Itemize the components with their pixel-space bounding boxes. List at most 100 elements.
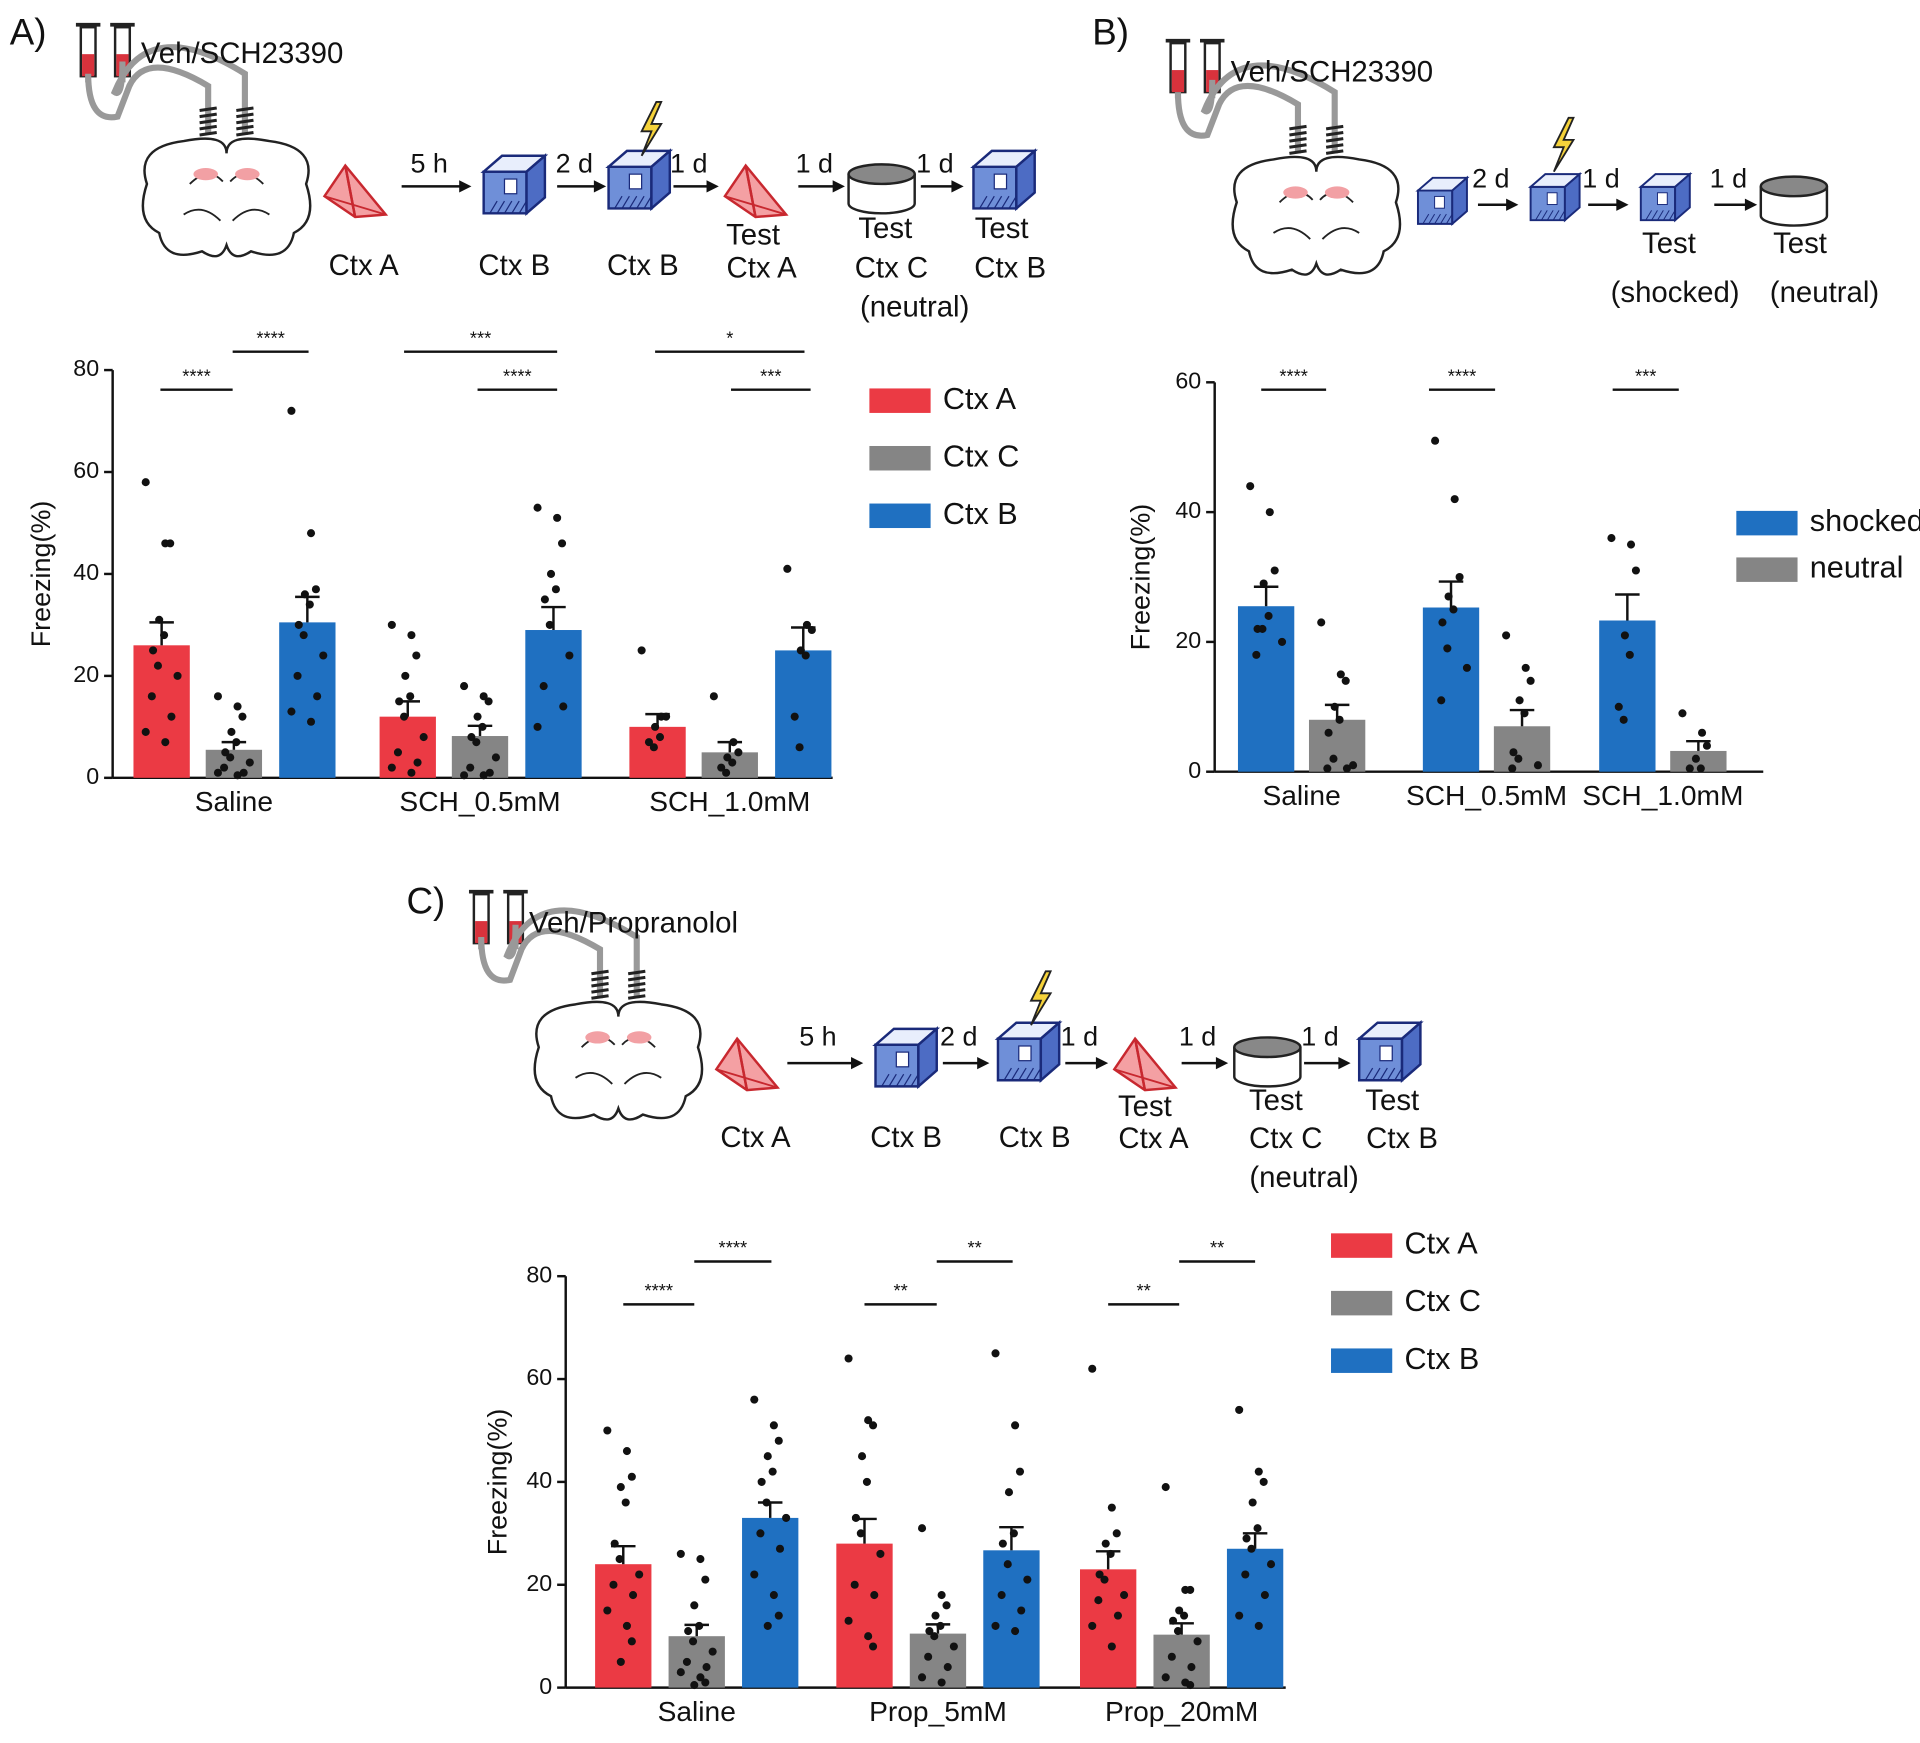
error-bar [1253, 585, 1279, 607]
cube-hatch [643, 195, 652, 209]
cannula-coil [1289, 124, 1307, 131]
target-region [1324, 186, 1350, 199]
data-point [682, 1657, 691, 1666]
data-point [546, 569, 556, 578]
data-point [313, 692, 322, 701]
cube-window [993, 173, 1008, 190]
context-prism [322, 163, 389, 219]
cube-hatch [1025, 1067, 1034, 1081]
schematic-label: Ctx B [974, 251, 1046, 284]
target-region [235, 168, 260, 181]
tube [478, 927, 604, 999]
legend-swatch [1736, 557, 1798, 582]
target-region [1283, 186, 1308, 199]
data-point [141, 727, 150, 736]
cannula-coil [199, 118, 217, 125]
schematic-label: 1 d [916, 149, 953, 179]
error-bar [611, 1544, 636, 1565]
data-point [1258, 624, 1267, 633]
cylinder-body [1759, 186, 1829, 227]
data-point [1113, 1611, 1122, 1620]
bar [1080, 1569, 1137, 1688]
significance-label: ** [1137, 1280, 1151, 1301]
data-point [1107, 1503, 1116, 1512]
cube-hatch [1546, 210, 1554, 221]
data-point [925, 1627, 934, 1636]
cannula-coil [1289, 143, 1307, 149]
tube [1174, 83, 1302, 154]
cube-hatch [1662, 210, 1670, 221]
implant-diagram [75, 22, 312, 258]
legend-label: Ctx C [1404, 1284, 1481, 1318]
cube-hatch [1645, 210, 1653, 221]
data-point [1186, 1681, 1195, 1690]
schematic-label: 2 d [556, 149, 593, 179]
data-point [1526, 676, 1535, 685]
cube-hatch [614, 195, 623, 209]
y-tick-label: 40 [1175, 497, 1201, 523]
data-point [1330, 702, 1339, 711]
cylinder-body [1233, 1047, 1302, 1088]
schematic-label: Ctx B [607, 249, 679, 282]
data-point [1455, 572, 1464, 582]
prism-edge [1133, 1038, 1147, 1091]
data-point [1335, 715, 1344, 724]
schematic-label: (neutral) [860, 291, 969, 324]
data-point [1625, 650, 1634, 659]
data-point [1004, 1488, 1014, 1497]
data-point [1167, 1652, 1176, 1661]
cube-hatch [1668, 210, 1676, 221]
data-point [479, 771, 488, 780]
data-point [1702, 741, 1711, 750]
arrow-head [1338, 1057, 1351, 1070]
data-point [769, 1421, 778, 1430]
cannula-coil [591, 988, 609, 994]
data-point [395, 697, 404, 706]
cube-hatch [888, 1073, 897, 1087]
data-point [467, 733, 476, 742]
cannula-coil [627, 994, 646, 1000]
cube-side [1451, 175, 1468, 227]
cylinder-top [1233, 1036, 1302, 1059]
legend-swatch [1736, 510, 1798, 536]
cube-hatch [1540, 210, 1548, 221]
data-point [293, 671, 302, 680]
data-point [876, 1549, 885, 1558]
context-cube [480, 153, 549, 217]
data-point [1521, 663, 1530, 672]
data-point [729, 738, 738, 747]
significance-label: ** [893, 1280, 907, 1301]
data-point [1438, 618, 1447, 627]
bar [836, 1543, 893, 1688]
data-point [238, 712, 247, 721]
data-point [1449, 605, 1458, 614]
data-point [226, 753, 235, 762]
data-point [387, 763, 396, 772]
data-point [768, 1467, 777, 1476]
bar [775, 650, 832, 778]
brain-outline [533, 1000, 704, 1121]
data-point [801, 651, 810, 660]
data-point [245, 758, 254, 767]
data-point [227, 727, 236, 736]
x-tick-label: SCH_0.5mM [399, 786, 560, 817]
significance-label: ** [1210, 1237, 1224, 1258]
y-axis-label: Freezing(%) [1126, 504, 1156, 651]
data-point [466, 763, 475, 772]
data-point [603, 1426, 612, 1435]
prism-edge [344, 165, 357, 218]
context-cube [1527, 172, 1583, 223]
data-point [545, 620, 554, 629]
data-point [533, 503, 542, 512]
bar [1599, 620, 1656, 772]
bar [742, 1517, 799, 1688]
context-cube [1355, 1020, 1424, 1083]
cube-hatch [1552, 210, 1560, 221]
cube-hatch [1001, 195, 1010, 209]
data-point [621, 1498, 630, 1507]
cannula-coil [1325, 124, 1344, 131]
data-point [412, 651, 421, 660]
data-point [637, 646, 646, 655]
data-point [937, 1678, 946, 1687]
